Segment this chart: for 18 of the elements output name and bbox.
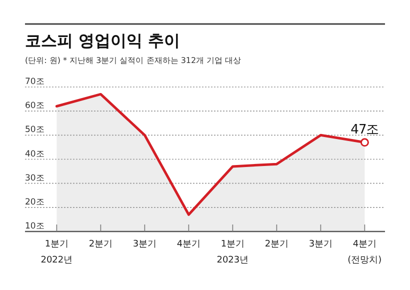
x-tick-label: 4분기: [176, 240, 201, 250]
y-tick-label: 10조: [25, 222, 45, 232]
x-tick-label: 2분기: [88, 240, 113, 250]
data-label: 47조: [350, 122, 380, 138]
x-tick-label: 3분기: [308, 240, 333, 250]
x-tick-label: 2분기: [264, 240, 289, 250]
x-tick-label: 4분기 (전망치): [348, 240, 382, 266]
x-tick-label: 1분기 2023년: [216, 240, 249, 266]
x-tick-label: 1분기 2022년: [40, 240, 73, 266]
y-tick-label: 70조: [25, 77, 45, 87]
y-tick-label: 20조: [25, 197, 45, 208]
y-tick-label: 60조: [25, 101, 45, 112]
y-tick-label: 30조: [25, 173, 45, 184]
y-tick-label: 40조: [25, 149, 45, 160]
chart-subtitle: (단위: 원) * 지난해 3분기 실적이 존재하는 312개 기업 대상: [25, 56, 242, 65]
x-tick-label: 3분기: [132, 240, 157, 250]
y-tick-label: 50조: [25, 125, 45, 136]
chart-title: 코스피 영업이익 추이: [25, 31, 180, 50]
